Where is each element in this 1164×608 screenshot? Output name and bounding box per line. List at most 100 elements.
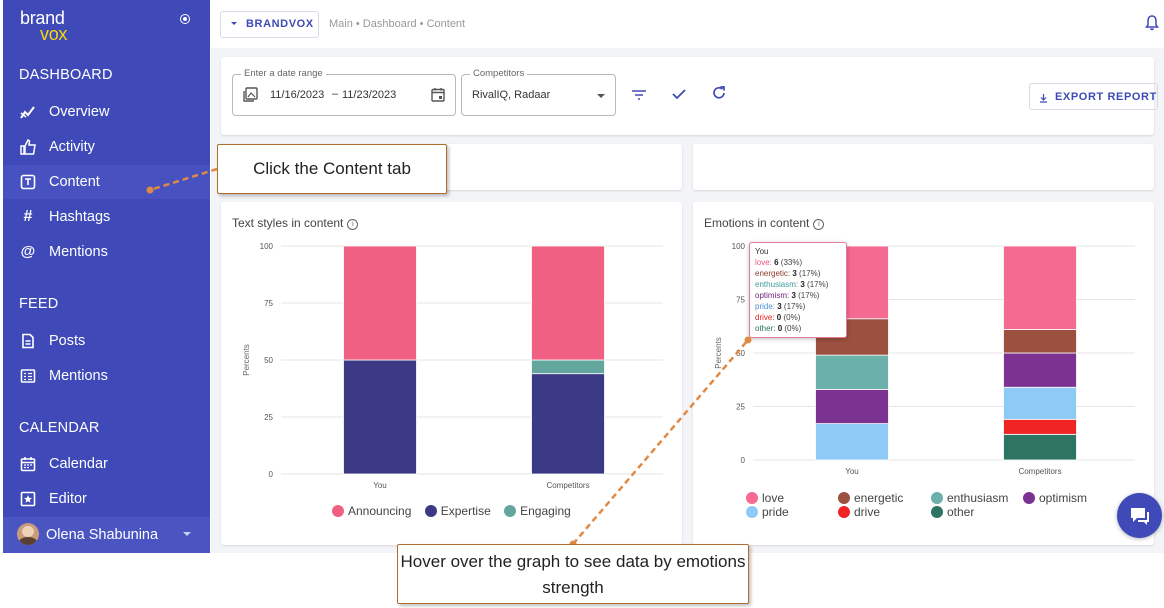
chat-button[interactable] (1117, 493, 1162, 538)
bar-segment-love (1003, 245, 1077, 330)
tooltip-row: enthusiasm: 3 (17%) (755, 280, 829, 289)
top-bar (211, 0, 1164, 48)
x-tick-label: Competitors (1018, 467, 1061, 476)
text-styles-title: Text styles in content i (232, 216, 359, 230)
emotions-chart[interactable]: 0 25 50 75 100 Percents You Competitors (693, 202, 1154, 492)
chart-icon (20, 104, 36, 120)
legend-item[interactable]: Expertise (424, 504, 491, 518)
filter-card: Enter a date range 11/16/2023 – 11/23/20… (221, 57, 1158, 135)
sidebar-item-hashtags[interactable]: # Hashtags (3, 200, 210, 234)
calendar-icon[interactable] (431, 87, 445, 107)
y-tick-label: 75 (736, 296, 745, 305)
user-menu[interactable]: Olena Shabunina (3, 517, 210, 553)
bar-segment-engaging (531, 359, 605, 375)
tooltip-row: love: 6 (33%) (755, 258, 803, 267)
info-icon[interactable]: i (813, 219, 825, 230)
legend-item[interactable]: Engaging (504, 504, 571, 518)
bell-icon[interactable] (1145, 15, 1159, 36)
bar-segment-announcing (531, 245, 605, 361)
bar-segment-other (1003, 433, 1077, 461)
y-tick-label: 25 (264, 413, 273, 422)
sidebar-item-editor[interactable]: Editor (3, 482, 210, 516)
date-range-field[interactable]: Enter a date range 11/16/2023 – 11/23/20… (232, 68, 456, 116)
section-dashboard: DASHBOARD (19, 67, 113, 83)
legend-item[interactable]: love (746, 491, 784, 505)
legend-item[interactable]: other (931, 505, 974, 519)
legend-item[interactable]: pride (746, 505, 789, 519)
bar-segment-enthusiasm (815, 354, 889, 390)
export-report-button[interactable]: EXPORT REPORT (1029, 83, 1158, 110)
bar-segment-pride (815, 423, 889, 461)
refresh-icon[interactable] (712, 86, 726, 105)
calendar-icon (20, 456, 36, 472)
section-calendar: CALENDAR (19, 420, 100, 436)
chat-icon (1129, 506, 1151, 531)
text-styles-chart[interactable]: 0 25 50 75 100 Percents You Competitors (221, 202, 682, 502)
check-icon[interactable] (672, 87, 686, 105)
info-icon[interactable]: i (347, 219, 359, 230)
sidebar-item-label: Posts (49, 333, 86, 349)
radio-icon[interactable] (180, 14, 190, 24)
bar-segment-drive (1003, 418, 1077, 435)
export-report-label: EXPORT REPORT (1055, 91, 1157, 103)
x-tick-label: You (373, 481, 387, 490)
sidebar-item-feed-mentions[interactable]: Mentions (3, 359, 210, 393)
callout-content-tab: Click the Content tab (217, 144, 447, 194)
sidebar-item-content[interactable]: Content (3, 165, 210, 199)
legend-swatch (332, 505, 344, 517)
sidebar-item-calendar[interactable]: Calendar (3, 447, 210, 481)
y-axis-label: Percents (714, 337, 723, 369)
tooltip-header: You (755, 247, 769, 256)
y-tick-label: 0 (741, 456, 746, 465)
date-start-input[interactable]: 11/16/2023 (270, 89, 325, 101)
legend-item[interactable]: optimism (1023, 491, 1087, 505)
tooltip-row: pride: 3 (17%) (755, 302, 806, 311)
x-tick-label: You (845, 467, 859, 476)
sidebar-item-mentions[interactable]: @ Mentions (3, 235, 210, 269)
gallery-icon (243, 87, 258, 107)
filter-icon[interactable] (631, 88, 647, 106)
breadcrumb: Main • Dashboard • Content (329, 18, 466, 30)
sidebar-item-label: Content (49, 174, 100, 190)
date-end-input[interactable]: 11/23/2023 (342, 89, 397, 101)
sidebar-item-label: Editor (49, 491, 87, 507)
tooltip-rows: love: 6 (33%) energetic: 3 (17%) enthusias… (755, 257, 841, 334)
section-feed: FEED (19, 296, 59, 312)
date-range-label: Enter a date range (241, 68, 326, 79)
brandvox-logo[interactable]: brand vox (20, 8, 68, 44)
x-tick-label: Competitors (546, 481, 589, 490)
callout-hover: Hover over the graph to see data by emot… (397, 544, 749, 604)
bar-segment-optimism (815, 388, 889, 425)
y-tick-label: 50 (264, 356, 273, 365)
sidebar-item-label: Activity (49, 139, 95, 155)
thumb-icon (20, 138, 36, 155)
sidebar-item-label: Overview (49, 104, 110, 120)
sidebar-item-label: Calendar (49, 456, 108, 472)
emotions-card: Emotions in content i 0 25 50 75 100 Percents Y… (693, 202, 1154, 545)
bar-segment-expertise (531, 373, 605, 475)
competitors-select[interactable]: Competitors RivalIQ, Radaar (461, 68, 616, 116)
y-tick-label: 25 (736, 403, 745, 412)
tooltip-row: optimism: 3 (17%) (755, 291, 820, 300)
at-icon: @ (20, 243, 36, 260)
text-styles-legend: Announcing Expertise Engaging (332, 504, 571, 518)
sidebar-item-label: Mentions (49, 244, 108, 260)
sidebar-item-activity[interactable]: Activity (3, 130, 210, 164)
competitors-label: Competitors (470, 68, 528, 79)
bar-segment-optimism (1003, 352, 1077, 388)
legend-item[interactable]: Announcing (332, 504, 411, 518)
y-tick-label: 75 (264, 299, 273, 308)
avatar (17, 523, 39, 545)
bar-segment-announcing (343, 245, 417, 361)
legend-item[interactable]: enthusiasm (931, 491, 1008, 505)
sidebar-item-overview[interactable]: Overview (3, 95, 210, 129)
emotions-title: Emotions in content i (704, 216, 825, 230)
content-icon (20, 174, 36, 190)
legend-item[interactable]: drive (838, 505, 880, 519)
brand-select-label: BRANDVOX (246, 18, 314, 30)
text-styles-card: Text styles in content i 0 25 50 75 100 Percen… (221, 202, 682, 545)
legend-item[interactable]: energetic (838, 491, 903, 505)
dropdown-arrow-icon (597, 94, 605, 98)
sidebar-item-posts[interactable]: Posts (3, 324, 210, 358)
brand-select-button[interactable]: BRANDVOX (220, 11, 319, 38)
